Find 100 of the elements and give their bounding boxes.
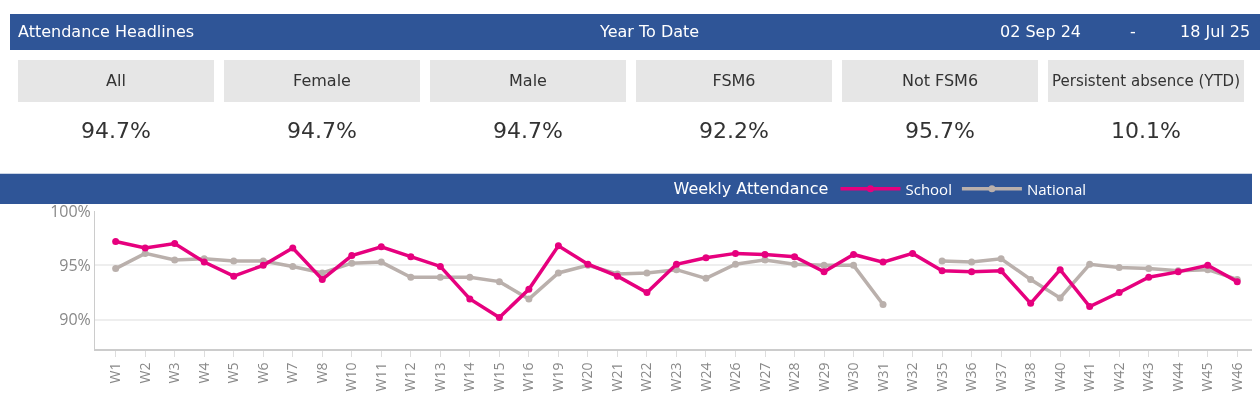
point [909, 249, 917, 257]
x-tick-label: W38 [1020, 362, 1040, 392]
point [436, 273, 444, 281]
point [1145, 265, 1153, 273]
point [259, 261, 267, 269]
point [112, 265, 120, 273]
x-tick-label: W19 [547, 362, 567, 392]
x-tick-label: W23 [666, 362, 685, 392]
point [938, 267, 946, 275]
x-tick-label: W22 [636, 362, 656, 392]
point [230, 272, 238, 280]
point [466, 295, 474, 303]
text: 02 Sep 24 [1000, 22, 1082, 41]
x-tick-label: W44 [1167, 362, 1187, 392]
point [938, 257, 946, 265]
point [1056, 294, 1064, 302]
y-tick-label: 90% [59, 308, 91, 331]
point [1204, 261, 1212, 269]
point [289, 262, 297, 270]
legend-label: National [1026, 178, 1087, 199]
x-tick-label: W28 [784, 362, 804, 392]
point [348, 252, 356, 260]
x-tick-label: W20 [577, 362, 597, 392]
x-tick-label: W41 [1079, 362, 1099, 392]
point [171, 256, 179, 264]
x-tick-label: W6 [252, 362, 272, 384]
text: Year To Date [600, 22, 700, 41]
point [495, 313, 503, 321]
point [495, 278, 503, 286]
point [820, 268, 828, 276]
point [672, 260, 680, 268]
legend-label: School [905, 178, 952, 199]
x-tick-label: W24 [695, 362, 715, 392]
x-tick-label: W37 [990, 362, 1010, 392]
category-label: Persistent absence (YTD) [1048, 60, 1244, 102]
category-label: Not FSM6 [842, 60, 1038, 102]
point [997, 267, 1005, 275]
point [318, 275, 326, 283]
point [1027, 275, 1035, 283]
x-tick-label: W10 [341, 362, 361, 392]
text: 94.7% [287, 118, 357, 143]
point [1056, 266, 1064, 274]
x-tick-label: W26 [725, 362, 745, 392]
point [1086, 303, 1094, 311]
point [731, 249, 739, 257]
x-tick-label: W8 [311, 362, 331, 384]
x-tick-label: W1 [105, 362, 125, 384]
point [1115, 264, 1123, 271]
point [525, 285, 533, 293]
point [289, 244, 297, 252]
point [1115, 289, 1123, 296]
x-tick-label: W40 [1049, 362, 1069, 392]
point [171, 240, 179, 248]
point [643, 269, 651, 277]
text: 10.1% [1111, 118, 1181, 143]
x-tick-label: W4 [193, 362, 213, 384]
point [731, 260, 739, 268]
point [761, 250, 769, 258]
x-tick-label: W2 [134, 362, 154, 384]
point [879, 258, 887, 266]
point [318, 269, 326, 277]
chart-title: Weekly Attendance [673, 178, 829, 198]
point [230, 257, 238, 265]
x-tick-label: W42 [1108, 362, 1128, 392]
point [377, 243, 385, 251]
x-tick-label: W31 [872, 362, 892, 392]
point [643, 289, 651, 296]
x-tick-label: W29 [813, 362, 833, 392]
point [141, 244, 149, 252]
point [407, 253, 415, 261]
x-tick-label: W32 [902, 362, 922, 392]
x-tick-label: W35 [931, 362, 951, 392]
text: - [1130, 22, 1136, 41]
point [791, 253, 799, 261]
point [850, 261, 858, 269]
point [968, 258, 976, 266]
point [466, 273, 474, 281]
point [554, 242, 562, 250]
point [702, 254, 710, 262]
text: 95.7% [905, 118, 975, 143]
point [407, 273, 415, 281]
x-tick-label: W45 [1197, 362, 1217, 392]
text: 94.7% [81, 118, 151, 143]
point [436, 262, 444, 270]
x-tick-label: W46 [1226, 362, 1246, 392]
x-tick-label: W43 [1138, 362, 1158, 392]
x-tick-label: W11 [370, 362, 390, 392]
point [554, 269, 562, 277]
point [879, 300, 887, 308]
text: 92.2% [699, 118, 769, 143]
x-tick-label: W30 [843, 362, 863, 392]
point [997, 255, 1005, 263]
point [1027, 299, 1035, 307]
point [850, 250, 858, 258]
text: 94.7% [493, 118, 563, 143]
x-tick-label: W7 [282, 362, 302, 384]
y-tick-label: 95% [59, 253, 91, 276]
point [525, 295, 533, 303]
category-label: All [18, 60, 214, 102]
point [377, 258, 385, 266]
